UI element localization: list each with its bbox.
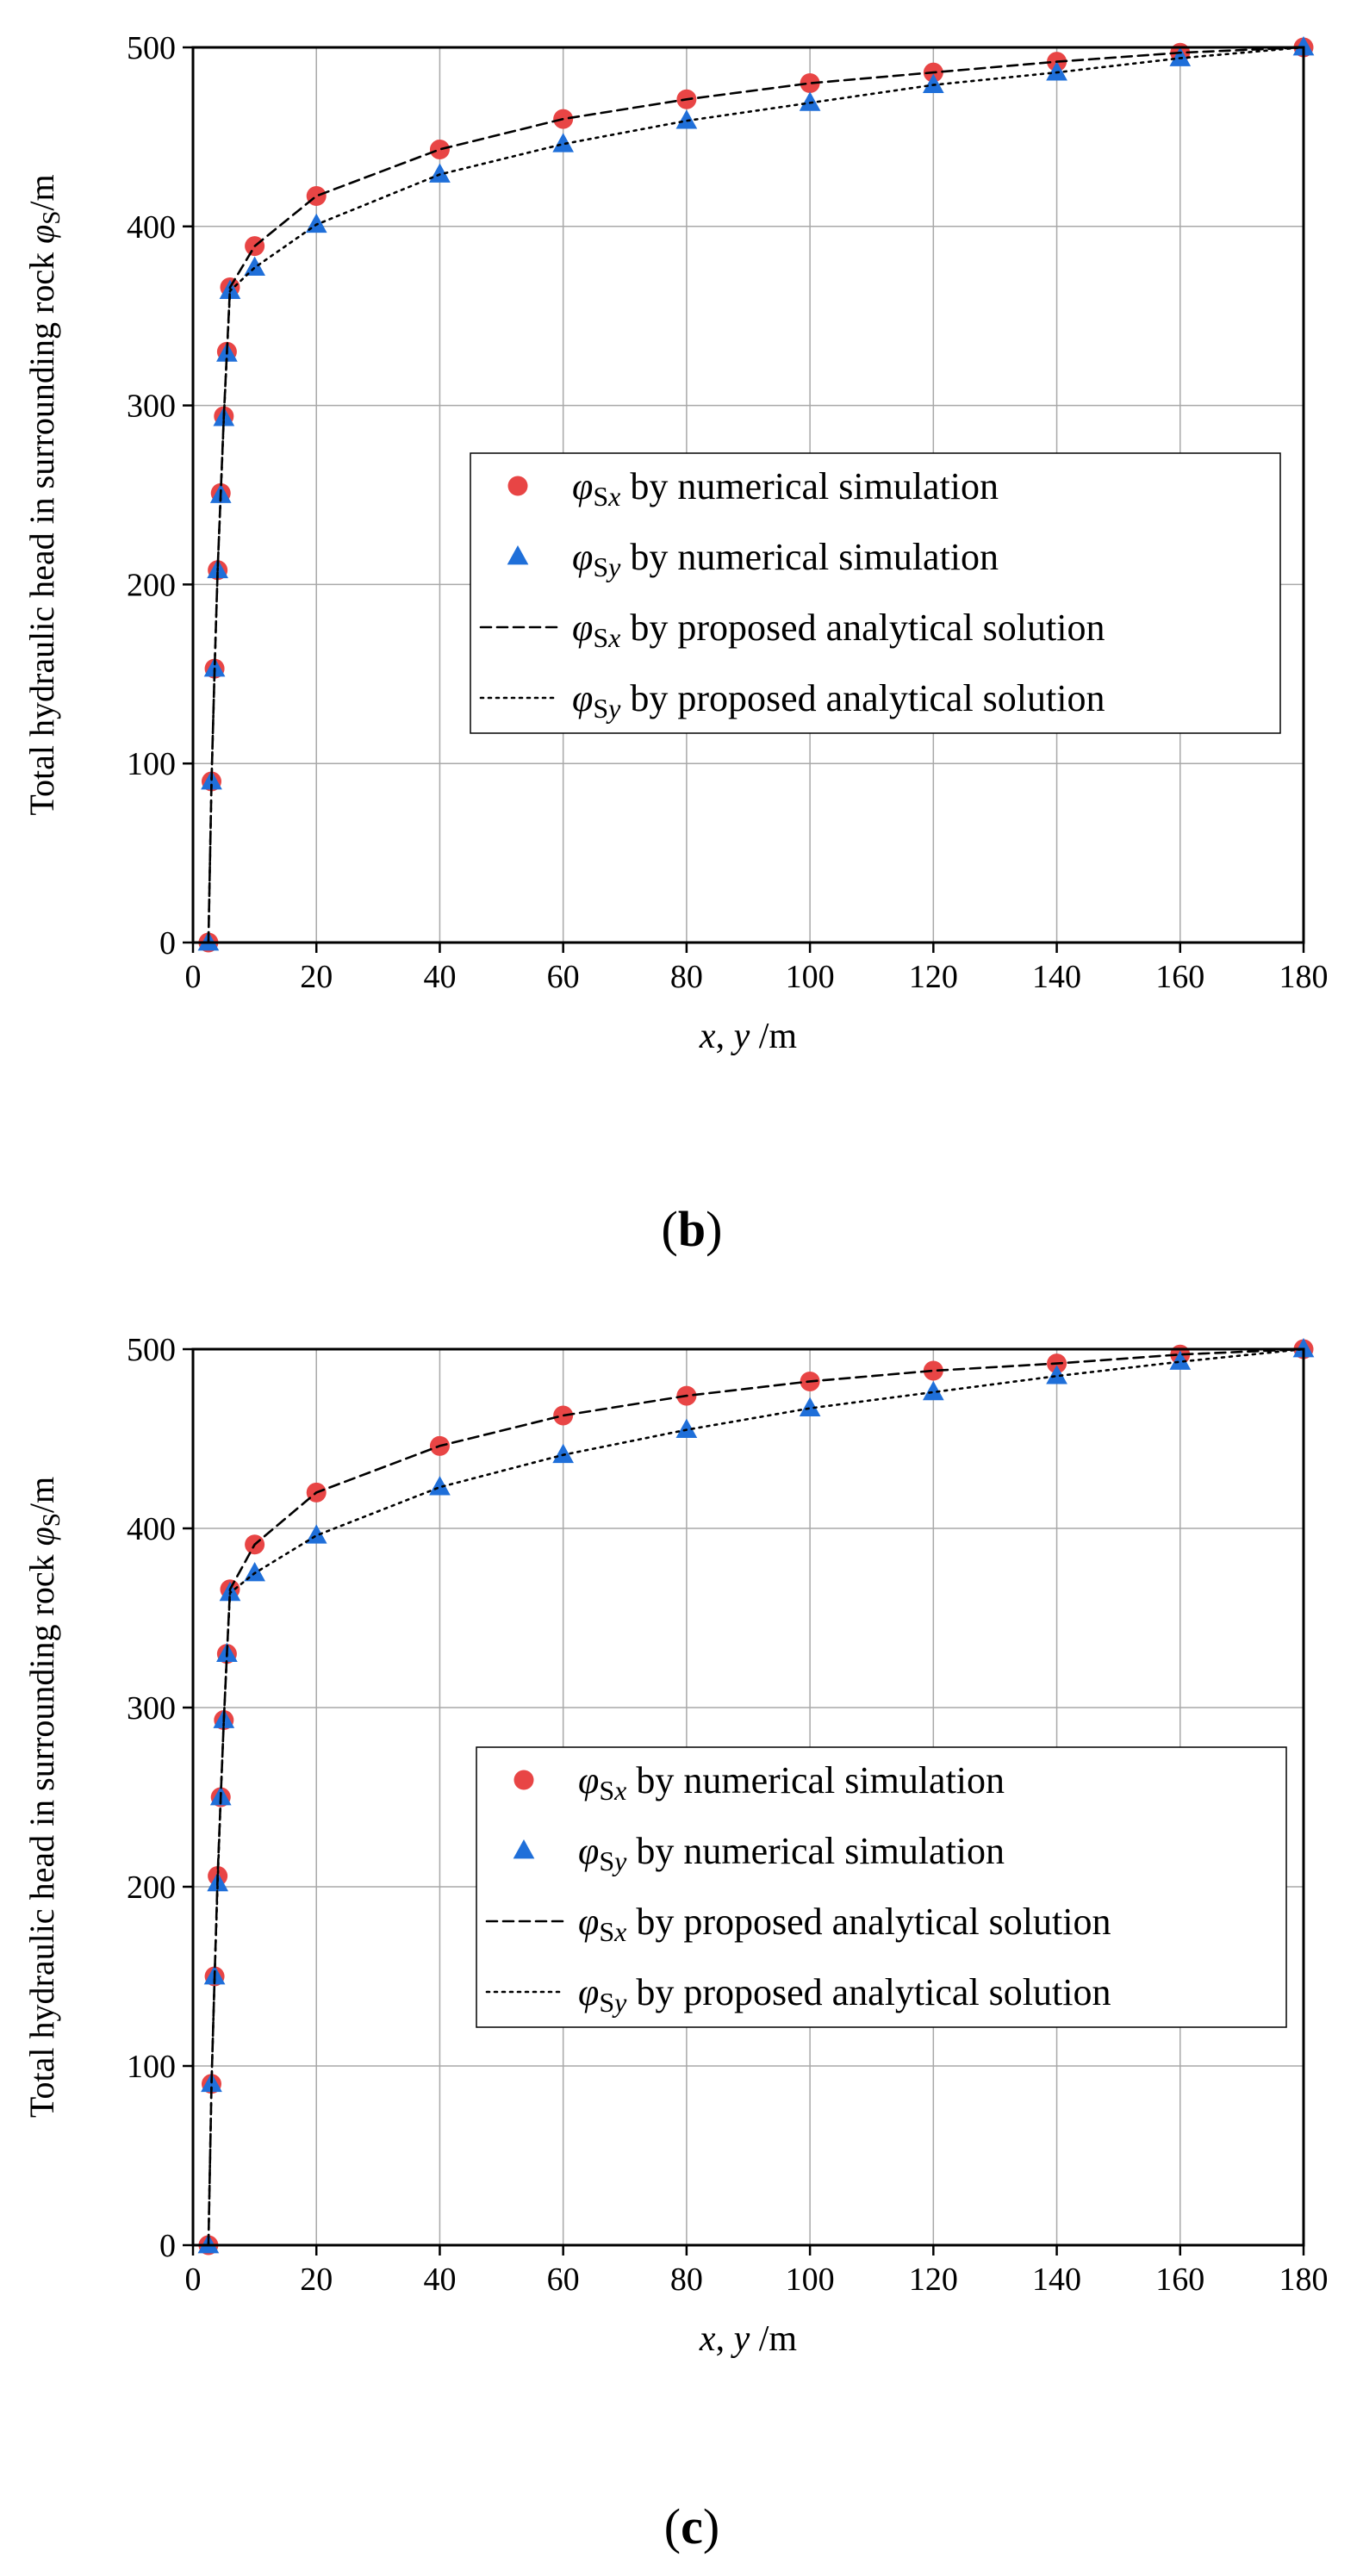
y-tick-label-1: 100 bbox=[127, 2049, 176, 2085]
legend-entry-3: φSy​ by proposed analytical solution bbox=[479, 677, 1105, 724]
x-tick-label-4: 80 bbox=[670, 2262, 703, 2298]
data-point bbox=[244, 1562, 265, 1582]
y-tick-label-2: 200 bbox=[127, 567, 176, 603]
data-point bbox=[799, 91, 821, 111]
legend-entry-0: φSx​ by numerical simulation bbox=[513, 1759, 1005, 1806]
legend-label: φSx​ by proposed analytical solution bbox=[572, 607, 1105, 653]
series-3 bbox=[207, 1347, 1305, 2247]
y-axis-label: Total hydraulic head in surrounding rock… bbox=[22, 1477, 65, 2118]
data-point bbox=[429, 163, 451, 183]
y-tick-label-4: 400 bbox=[127, 1511, 176, 1547]
series-3 bbox=[207, 46, 1305, 944]
data-point bbox=[305, 1524, 327, 1544]
chart-panel-c: 0 20 40 60 80 100 120 140 160 180 0 100 200 300 400 500… bbox=[22, 1332, 1329, 2554]
x-tick-label-0: 0 bbox=[185, 959, 202, 995]
data-point bbox=[922, 1380, 944, 1401]
chart-panel-b: 0 20 40 60 80 100 120 140 160 180 0 100 200 300 400 500… bbox=[22, 30, 1329, 1257]
x-tick-label-7: 140 bbox=[1032, 959, 1081, 995]
x-axis-label: x, y /m bbox=[699, 1017, 797, 1056]
data-point bbox=[922, 73, 944, 93]
legend-entry-1: φSy​ by numerical simulation bbox=[507, 536, 999, 582]
data-point bbox=[800, 73, 820, 94]
x-tick-label-7: 140 bbox=[1032, 2262, 1081, 2298]
data-point bbox=[1292, 1338, 1315, 1358]
x-tick-label-4: 80 bbox=[670, 959, 703, 995]
data-point bbox=[923, 1360, 943, 1381]
data-point bbox=[675, 109, 698, 129]
legend-marker-circle bbox=[507, 476, 528, 496]
x-tick-label-0: 0 bbox=[185, 2262, 202, 2298]
legend-box bbox=[470, 452, 1281, 734]
legend-marker-triangle bbox=[507, 545, 529, 565]
plot-frame bbox=[191, 46, 1305, 944]
x-tick-label-3: 60 bbox=[547, 959, 580, 995]
legend-label: φSx​ by numerical simulation bbox=[572, 465, 999, 512]
data-point bbox=[429, 1476, 451, 1496]
x-tick-label-8: 160 bbox=[1155, 959, 1204, 995]
y-tick-label-3: 300 bbox=[127, 1690, 176, 1727]
x-tick-label-9: 180 bbox=[1279, 2262, 1329, 2298]
x-tick-label-6: 120 bbox=[909, 959, 958, 995]
legend-box bbox=[476, 1746, 1287, 2028]
x-axis-label: x, y /m bbox=[699, 2319, 797, 2359]
legend-entry-2: φSx​ by proposed analytical solution bbox=[479, 607, 1105, 653]
legend-marker-triangle bbox=[513, 1839, 535, 1859]
x-tick-label-2: 40 bbox=[423, 2262, 456, 2298]
y-tick-label-0: 0 bbox=[159, 925, 176, 961]
panel-label: (b) bbox=[662, 1201, 723, 1257]
series-2 bbox=[207, 46, 1305, 944]
legend-label: φSy​ by proposed analytical solution bbox=[578, 1971, 1111, 2018]
y-tick-label-4: 400 bbox=[127, 209, 176, 246]
x-tick-label-6: 120 bbox=[909, 2262, 958, 2298]
legend: φSx​ by numerical simulation φSy​ by nume… bbox=[470, 452, 1281, 734]
legend-entry-3: φSy​ by proposed analytical solution bbox=[485, 1971, 1111, 2018]
y-tick-label-2: 200 bbox=[127, 1870, 176, 1906]
data-point bbox=[552, 1443, 575, 1464]
data-point bbox=[1046, 1365, 1067, 1384]
legend-entry-0: φSx​ by numerical simulation bbox=[507, 465, 999, 512]
y-tick-label-0: 0 bbox=[159, 2228, 176, 2264]
legend-entry-2: φSx​ by proposed analytical solution bbox=[485, 1901, 1111, 1947]
data-point bbox=[1046, 61, 1067, 81]
legend-label: φSx​ by proposed analytical solution bbox=[578, 1901, 1111, 1947]
data-point bbox=[244, 256, 265, 276]
data-point bbox=[799, 1397, 821, 1416]
legend-label: φSy​ by numerical simulation bbox=[578, 1830, 1005, 1876]
y-tick-label-1: 100 bbox=[127, 746, 176, 782]
data-point bbox=[203, 657, 226, 677]
data-point bbox=[675, 1418, 698, 1438]
data-point bbox=[552, 133, 575, 152]
x-tick-label-5: 100 bbox=[786, 2262, 835, 2298]
y-tick-label-5: 500 bbox=[127, 1332, 176, 1368]
x-tick-label-2: 40 bbox=[423, 959, 456, 995]
x-tick-label-8: 160 bbox=[1155, 2262, 1204, 2298]
x-tick-label-1: 20 bbox=[300, 959, 333, 995]
legend-label: φSx​ by numerical simulation bbox=[578, 1759, 1005, 1806]
series-line bbox=[207, 1347, 1305, 2247]
series-line bbox=[207, 46, 1305, 944]
x-tick-label-3: 60 bbox=[547, 2262, 580, 2298]
data-point bbox=[1292, 36, 1315, 56]
x-tick-label-9: 180 bbox=[1279, 959, 1329, 995]
panel-label: (c) bbox=[664, 2498, 719, 2554]
plot-frame bbox=[191, 1347, 1305, 2247]
legend-label: φSy​ by numerical simulation bbox=[572, 536, 999, 582]
data-point bbox=[1169, 47, 1192, 66]
y-tick-label-5: 500 bbox=[127, 30, 176, 66]
y-tick-label-3: 300 bbox=[127, 389, 176, 425]
legend-entry-1: φSy​ by numerical simulation bbox=[513, 1830, 1005, 1876]
x-tick-label-5: 100 bbox=[786, 959, 835, 995]
data-point bbox=[219, 279, 241, 299]
data-point bbox=[1169, 1350, 1192, 1370]
y-axis-label: Total hydraulic head in surrounding rock… bbox=[22, 174, 65, 815]
x-tick-label-1: 20 bbox=[300, 2262, 333, 2298]
data-point bbox=[429, 139, 450, 159]
legend-label: φSy​ by proposed analytical solution bbox=[572, 677, 1105, 724]
legend: φSx​ by numerical simulation φSy​ by nume… bbox=[476, 1746, 1287, 2028]
series-line bbox=[207, 46, 1305, 944]
legend-marker-circle bbox=[513, 1770, 534, 1790]
